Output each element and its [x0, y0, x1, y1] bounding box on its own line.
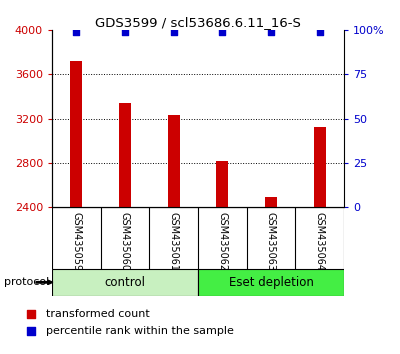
- Bar: [52, 269, 198, 296]
- Point: [73, 29, 80, 35]
- Text: percentile rank within the sample: percentile rank within the sample: [46, 326, 234, 336]
- Bar: [265, 197, 277, 207]
- Text: GSM435063: GSM435063: [266, 212, 276, 271]
- Bar: [314, 127, 326, 207]
- Text: GSM435064: GSM435064: [315, 212, 325, 271]
- Text: Eset depletion: Eset depletion: [228, 276, 314, 289]
- Bar: [168, 115, 180, 207]
- Bar: [216, 161, 228, 207]
- Title: GDS3599 / scl53686.6.11_16-S: GDS3599 / scl53686.6.11_16-S: [95, 16, 301, 29]
- Point: [122, 29, 128, 35]
- Text: GSM435062: GSM435062: [217, 212, 227, 271]
- Text: control: control: [104, 276, 146, 289]
- Text: GSM435059: GSM435059: [71, 212, 81, 271]
- Point: [170, 29, 177, 35]
- Bar: [198, 269, 344, 296]
- Point: [268, 29, 274, 35]
- Point: [316, 29, 323, 35]
- Bar: [70, 61, 82, 207]
- Text: transformed count: transformed count: [46, 309, 149, 319]
- Point: [28, 328, 34, 333]
- Text: protocol: protocol: [4, 277, 49, 287]
- Bar: [119, 103, 131, 207]
- Point: [219, 29, 226, 35]
- Text: GSM435060: GSM435060: [120, 212, 130, 271]
- Text: GSM435061: GSM435061: [169, 212, 179, 271]
- Point: [28, 311, 34, 316]
